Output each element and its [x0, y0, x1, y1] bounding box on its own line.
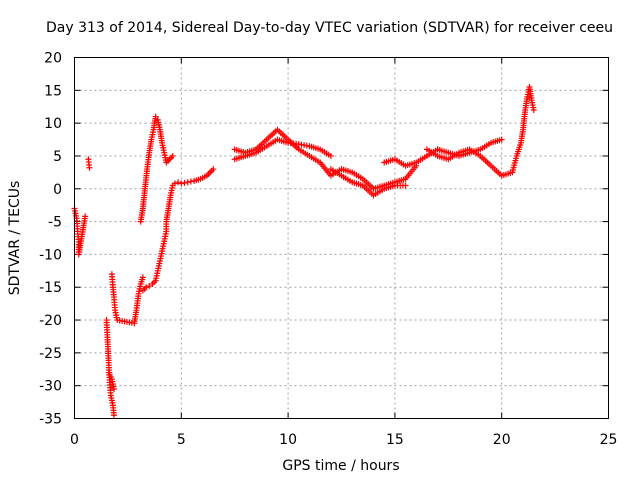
y-tick-label: -5 [48, 215, 62, 231]
data-point [327, 152, 334, 159]
y-tick-label: 10 [44, 116, 62, 132]
y-tick-label: 15 [44, 83, 62, 99]
data-point [152, 113, 159, 120]
y-tick-label: -25 [39, 346, 62, 362]
data-point [210, 166, 217, 173]
data-point [530, 107, 537, 114]
data-point [139, 274, 146, 281]
data-point [82, 213, 89, 220]
data-point [111, 412, 118, 419]
x-tick-label: 20 [493, 432, 511, 448]
x-tick-label: 5 [177, 432, 186, 448]
chart-title: Day 313 of 2014, Sidereal Day-to-day VTE… [46, 20, 613, 36]
y-tick-label: 20 [44, 51, 62, 67]
data-point [86, 164, 93, 171]
y-tick-label: 5 [53, 149, 62, 165]
data-point [175, 179, 182, 186]
y-tick-label: -10 [39, 247, 62, 263]
y-tick-label: -20 [39, 313, 62, 329]
data-points [71, 84, 537, 419]
data-point [111, 385, 118, 392]
y-tick-labels: -35 -30 -25 -20 -15 -10 -5 0 5 10 15 20 [39, 51, 62, 428]
x-tick-label: 25 [600, 432, 618, 448]
data-point [178, 180, 185, 187]
y-tick-label: 0 [53, 182, 62, 198]
y-tick-label: -15 [39, 280, 62, 296]
y-tick-label: -30 [39, 379, 62, 395]
data-point [146, 282, 153, 289]
data-point [143, 284, 150, 291]
plot-frame [74, 57, 609, 419]
x-tick-labels: 0 5 10 15 20 25 [70, 432, 617, 448]
grid-lines [74, 57, 609, 419]
data-point [402, 182, 409, 189]
x-tick-label: 10 [279, 432, 297, 448]
axis-ticks [74, 57, 609, 419]
data-point [184, 179, 191, 186]
y-axis-label: SDTVAR / TECUs [7, 181, 23, 296]
x-tick-label: 0 [70, 432, 79, 448]
data-point [171, 180, 178, 187]
y-tick-label: -35 [39, 412, 62, 428]
data-point [169, 152, 176, 159]
x-axis-label: GPS time / hours [282, 458, 399, 474]
data-point [498, 136, 505, 143]
data-point [187, 178, 194, 185]
data-point [181, 179, 188, 186]
x-tick-label: 15 [386, 432, 404, 448]
